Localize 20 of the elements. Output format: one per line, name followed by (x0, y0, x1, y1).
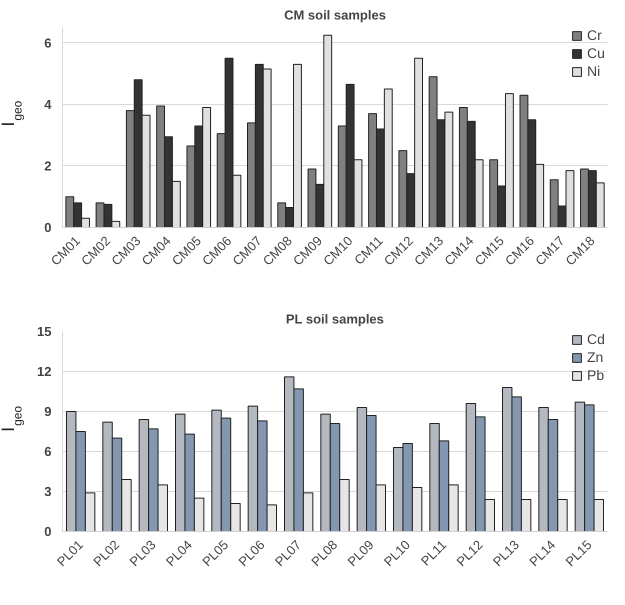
y-tick-label: 2 (44, 158, 52, 174)
y-axis-title: Igeo (0, 406, 24, 432)
legend-label: Cu (587, 45, 606, 61)
legend-label: Pb (587, 367, 606, 383)
legend-label: Cr (587, 27, 603, 43)
legend-label: Zn (587, 349, 604, 365)
chart-title: PL soil samples (286, 312, 384, 326)
legend-label: Ni (587, 63, 602, 79)
y-tick-label: 12 (37, 364, 52, 379)
y-tick-label: 6 (44, 35, 52, 50)
chart-title: CM soil samples (284, 8, 386, 22)
y-axis-title: Igeo (0, 100, 24, 127)
y-tick-label: 4 (44, 96, 52, 112)
legend-label: Cd (587, 331, 606, 347)
y-tick-label: 6 (44, 444, 52, 459)
y-tick-label: 9 (44, 404, 52, 419)
y-tick-label: 0 (44, 220, 52, 235)
y-tick-label: 15 (37, 324, 52, 339)
y-tick-label: 0 (44, 524, 52, 539)
y-tick-label: 3 (44, 484, 52, 499)
